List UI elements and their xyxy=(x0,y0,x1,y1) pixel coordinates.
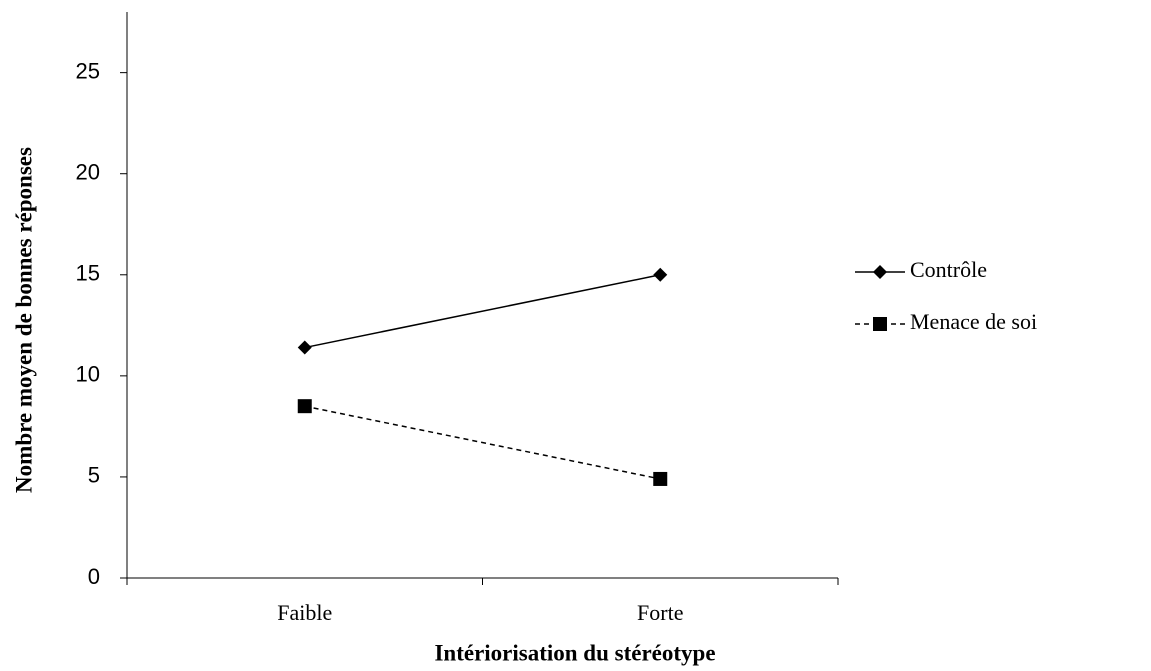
point xyxy=(873,317,887,331)
point xyxy=(653,471,668,486)
x-axis-title: Intériorisation du stéréotype xyxy=(434,640,715,665)
y-tick-label: 10 xyxy=(76,362,100,387)
legend-label: Contrôle xyxy=(910,257,987,282)
series-line xyxy=(304,274,661,349)
point xyxy=(653,267,668,282)
y-tick-label: 25 xyxy=(76,58,100,83)
x-tick-label: Forte xyxy=(637,600,683,625)
x-tick-label: Faible xyxy=(277,600,332,625)
series-line xyxy=(304,405,661,480)
legend-label: Menace de soi xyxy=(910,309,1037,334)
y-tick-label: 20 xyxy=(76,160,100,185)
y-axis-title: Nombre moyen de bonnes réponses xyxy=(11,147,36,493)
point xyxy=(873,265,887,279)
y-tick-label: 5 xyxy=(88,463,100,488)
y-tick-label: 0 xyxy=(88,564,100,589)
y-tick-label: 15 xyxy=(76,261,100,286)
point xyxy=(297,399,312,414)
point xyxy=(297,340,312,355)
